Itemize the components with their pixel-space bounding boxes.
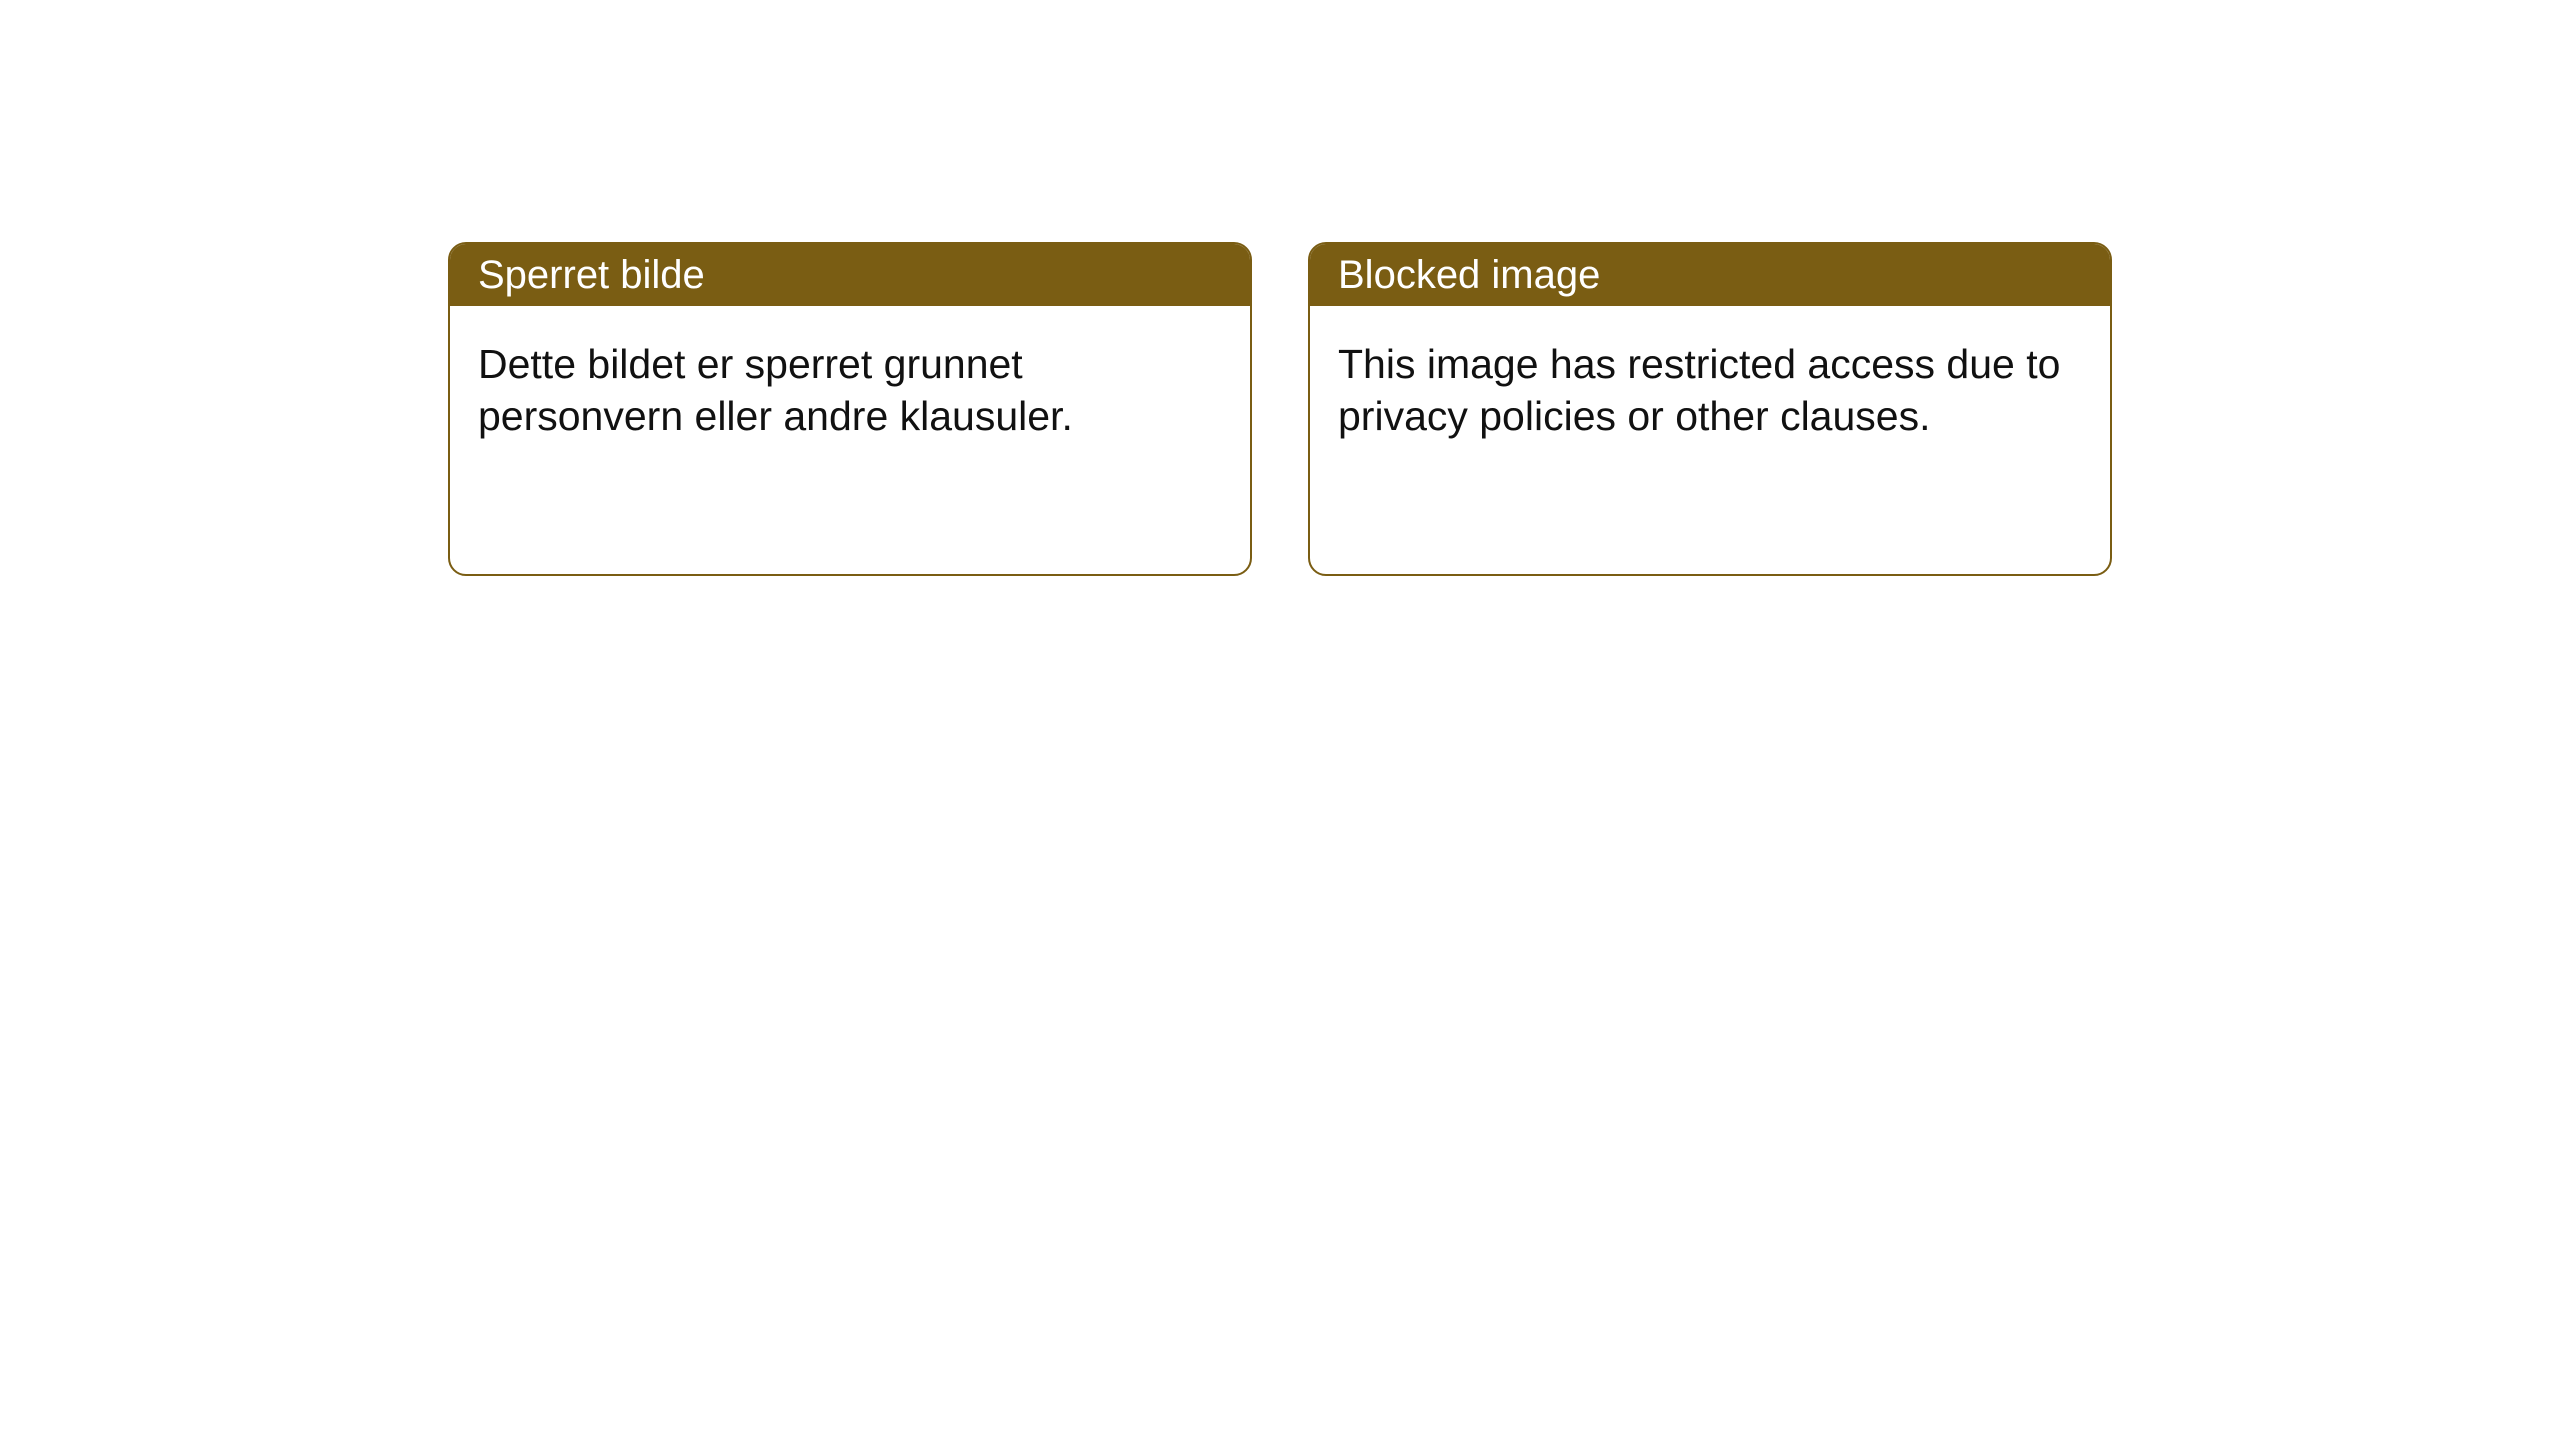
notice-header: Sperret bilde xyxy=(450,244,1250,306)
notice-card-english: Blocked image This image has restricted … xyxy=(1308,242,2112,576)
notice-header: Blocked image xyxy=(1310,244,2110,306)
notice-container: Sperret bilde Dette bildet er sperret gr… xyxy=(0,0,2560,576)
notice-body: Dette bildet er sperret grunnet personve… xyxy=(450,306,1250,475)
notice-card-norwegian: Sperret bilde Dette bildet er sperret gr… xyxy=(448,242,1252,576)
notice-body: This image has restricted access due to … xyxy=(1310,306,2110,475)
